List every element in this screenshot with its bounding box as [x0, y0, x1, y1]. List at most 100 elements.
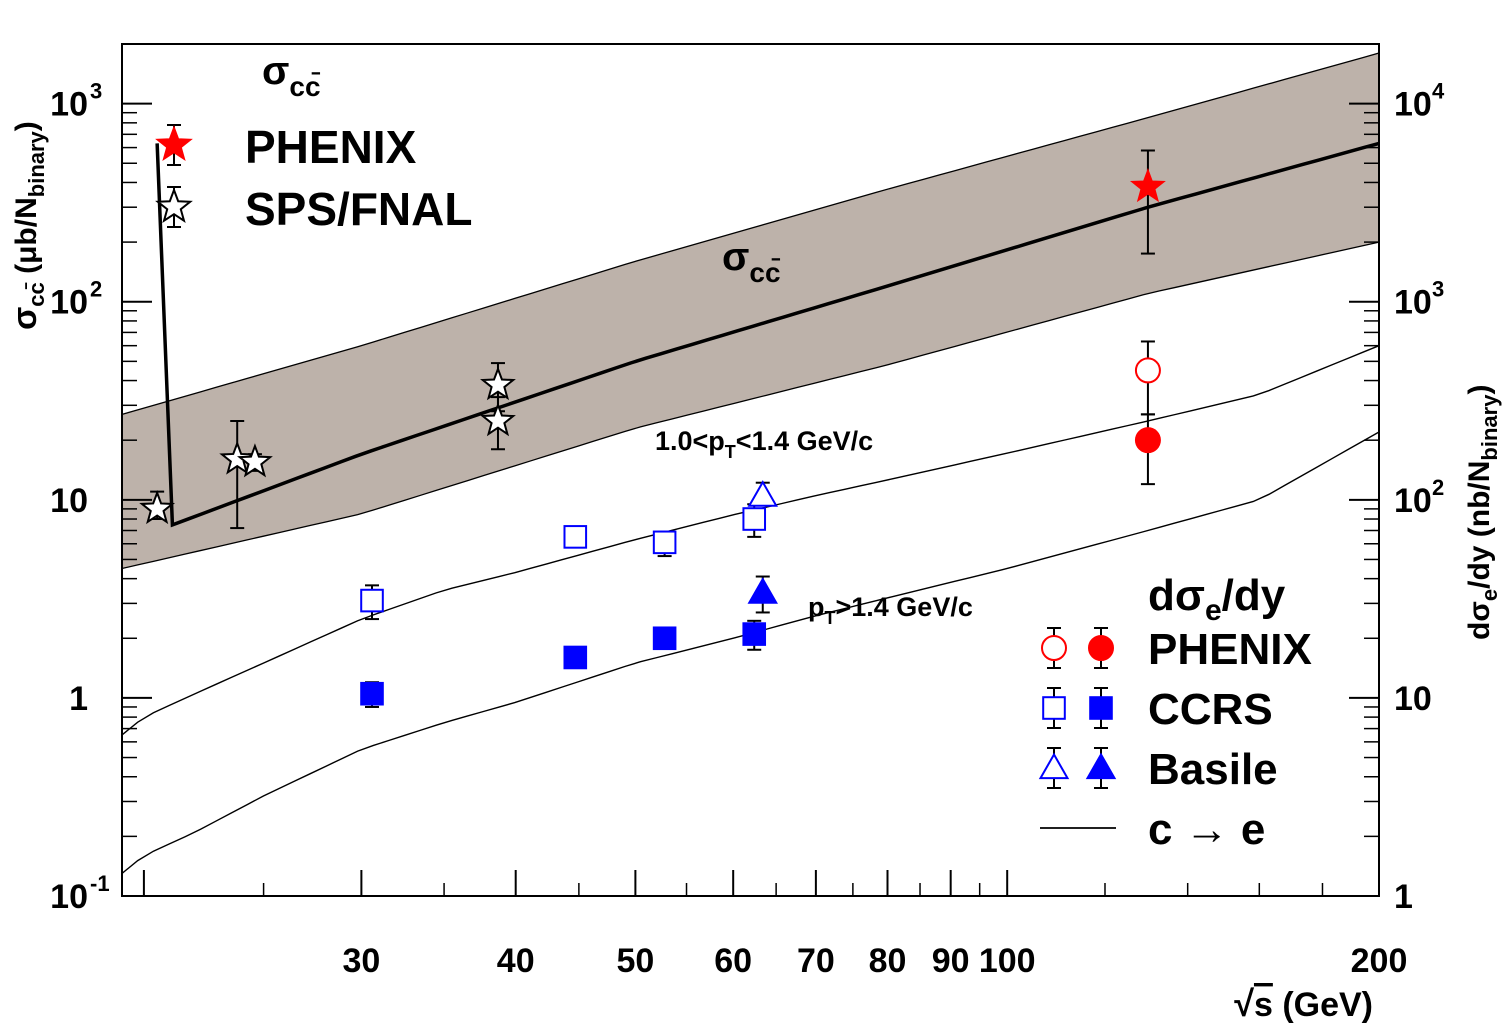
subscript: e — [1477, 589, 1502, 601]
legend-bottom-entry: PHENIX — [1041, 625, 1312, 674]
subscript: e — [1205, 594, 1222, 627]
subscript: T — [825, 608, 836, 628]
plot-frame — [121, 43, 1380, 897]
star-open-marker — [139, 490, 176, 525]
legend-top-entry: SPS/FNAL — [155, 183, 472, 235]
y-right-axis-title: dσe/dy (nb/Nbinary) — [1463, 385, 1502, 640]
y-right-tick-label: 10 — [1394, 680, 1432, 718]
legend-bottom-title: dσe/dy — [1148, 571, 1286, 627]
square-filled-marker — [742, 622, 767, 646]
band-label: σcc̄ — [722, 235, 781, 288]
data-point — [563, 645, 588, 670]
subscript: cc̄ — [289, 71, 321, 102]
square-open-legend-marker — [1042, 696, 1066, 720]
data-point — [747, 480, 778, 507]
legends: σcc̄PHENIXSPS/FNALdσe/dyPHENIXCCRSBasile… — [155, 49, 1312, 854]
x-tick-label: 60 — [714, 942, 752, 980]
triangle-open-marker — [747, 480, 778, 507]
x-axis-unit: (GeV) — [1273, 986, 1373, 1024]
band-fill — [122, 53, 1379, 569]
legend-bottom-entry: c → e — [1040, 805, 1265, 854]
curve-label-2: pT>1.4 GeV/c — [808, 592, 973, 628]
x-tick-label: 70 — [797, 942, 835, 980]
x-tick-label: 40 — [497, 942, 535, 980]
y-right-tick-exponent: 3 — [1432, 277, 1444, 302]
y-label-main: (μb/N — [10, 197, 43, 282]
y-left-tick-label: 10 — [50, 878, 88, 916]
square-filled-legend-marker — [1089, 696, 1113, 720]
y-left-tick-exponent: 3 — [90, 79, 102, 104]
y-left-axis-title: σcc̄ (μb/Nbinary) — [6, 121, 49, 330]
y-right-mid: /dy (nb/N — [1463, 461, 1496, 589]
legend-bottom-label: PHENIX — [1148, 625, 1312, 674]
curve-label-1: 1.0<pT<1.4 GeV/c — [655, 426, 873, 462]
theory-band — [121, 52, 1380, 570]
y-right-tick-label: 10 — [1394, 482, 1432, 520]
star-filled-marker — [1129, 168, 1166, 203]
triangle-open-legend-marker — [1038, 752, 1070, 780]
sigma: σ — [6, 307, 44, 330]
curve-label-main: 1.0<p — [655, 426, 725, 456]
data-point — [747, 575, 778, 614]
curve-label-tail: <1.4 GeV/c — [736, 426, 873, 456]
data-point — [360, 681, 384, 708]
data-point — [480, 396, 516, 451]
legend-top-entry: PHENIX — [155, 121, 417, 173]
y-left-tick-label: 10 — [50, 86, 88, 124]
x-tick-label: 80 — [869, 942, 907, 980]
axis-ticks — [122, 43, 1380, 897]
legend-bottom-label: c → e — [1148, 805, 1265, 854]
star-open-marker — [480, 366, 516, 401]
circle-filled-marker — [1134, 427, 1161, 454]
y-right-main: dσ — [1463, 601, 1496, 640]
y-right-tick-label: 1 — [1394, 878, 1413, 916]
y-right-close: ) — [1463, 385, 1496, 395]
data-point — [1129, 149, 1166, 255]
y-right-tick-label: 10 — [1394, 284, 1432, 322]
data-points — [139, 149, 1166, 708]
sigma: σ — [722, 235, 749, 279]
data-point — [652, 626, 677, 651]
legend-bottom-label: CCRS — [1148, 685, 1273, 734]
legend-title-main: dσ — [1148, 571, 1205, 620]
star-open-marker — [237, 443, 273, 478]
x-axis-title: √s (GeV) — [1234, 983, 1373, 1024]
triangle-filled-marker — [747, 577, 778, 604]
y-right-tick-label: 10 — [1394, 86, 1432, 124]
data-point — [1134, 340, 1161, 416]
subscript: binary — [24, 130, 49, 197]
sigma: σ — [262, 49, 289, 93]
star-filled-legend-marker — [155, 125, 193, 162]
y-left-tick-label: 10 — [50, 482, 88, 520]
data-point — [563, 525, 588, 549]
square-open-marker — [563, 525, 588, 549]
band-central-curve — [155, 141, 1380, 528]
legend-bottom-entry: Basile — [1038, 745, 1278, 794]
x-axis-var: s — [1254, 986, 1273, 1024]
data-point — [360, 584, 384, 621]
x-tick-label: 100 — [979, 942, 1036, 980]
curve-label-main: p — [808, 592, 825, 622]
data-point — [139, 490, 176, 525]
y-left-tick-exponent: 2 — [90, 277, 102, 302]
circle-open-marker — [1134, 357, 1161, 384]
data-point — [742, 619, 767, 651]
star-open-marker — [480, 402, 516, 437]
y-right-tick-exponent: 2 — [1432, 475, 1444, 500]
circle-filled-legend-marker — [1088, 635, 1114, 661]
legend-top-label: SPS/FNAL — [245, 183, 472, 235]
curve-label-tail: >1.4 GeV/c — [836, 592, 973, 622]
y-right-tick-exponent: 4 — [1432, 79, 1445, 104]
band-lower-edge — [121, 241, 1380, 570]
x-tick-label: 50 — [616, 942, 654, 980]
square-filled-marker — [652, 626, 677, 651]
x-tick-label: 90 — [932, 942, 970, 980]
square-filled-marker — [360, 681, 384, 706]
legend-top-title: σcc̄ — [262, 49, 321, 102]
data-point — [237, 443, 273, 478]
legend-title-tail: /dy — [1222, 571, 1286, 620]
circle-open-legend-marker — [1041, 635, 1067, 661]
star-open-legend-marker — [155, 187, 193, 224]
